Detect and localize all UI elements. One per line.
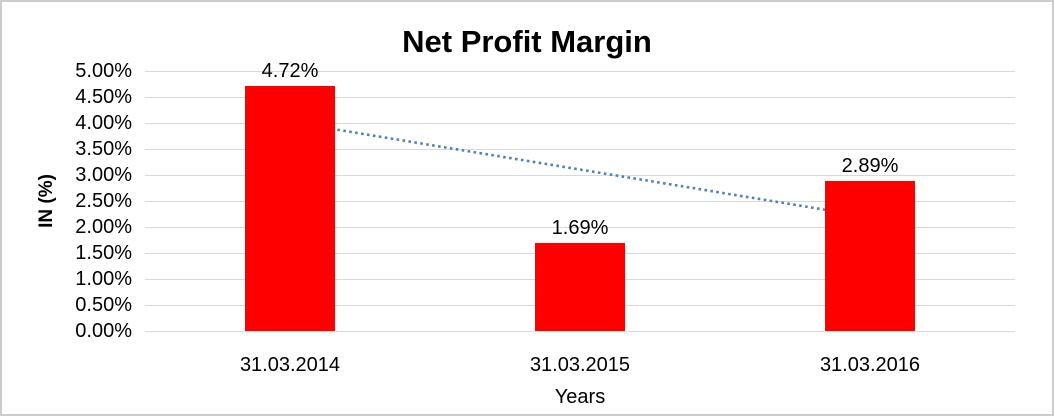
y-tick-label: 0.00% xyxy=(75,320,132,342)
bar-data-label: 1.69% xyxy=(551,217,609,239)
y-tick-label: 0.50% xyxy=(75,294,132,316)
x-axis-title: Years xyxy=(554,386,606,408)
bar-data-label: 2.89% xyxy=(841,155,899,177)
y-tick-label: 3.00% xyxy=(75,164,132,186)
y-tick-label: 1.50% xyxy=(75,242,132,264)
bar xyxy=(825,181,915,331)
bar xyxy=(535,243,625,331)
bar xyxy=(245,86,335,331)
gridline xyxy=(145,331,1015,332)
x-tick-label: 31.03.2014 xyxy=(239,354,341,376)
y-tick-label: 2.50% xyxy=(75,190,132,212)
gridline xyxy=(145,97,1015,98)
y-tick-label: 4.00% xyxy=(75,112,132,134)
y-tick-label: 5.00% xyxy=(75,60,132,82)
gridline xyxy=(145,71,1015,72)
y-tick-label: 1.00% xyxy=(75,268,132,290)
y-tick-label: 4.50% xyxy=(75,86,132,108)
y-tick-label: 3.50% xyxy=(75,138,132,160)
x-tick-label: 31.03.2016 xyxy=(819,354,921,376)
x-tick-label: 31.03.2015 xyxy=(529,354,631,376)
bar-data-label: 4.72% xyxy=(261,60,319,82)
chart-title: Net Profit Margin xyxy=(402,24,652,59)
y-tick-label: 2.00% xyxy=(75,216,132,238)
gridline xyxy=(145,227,1015,228)
